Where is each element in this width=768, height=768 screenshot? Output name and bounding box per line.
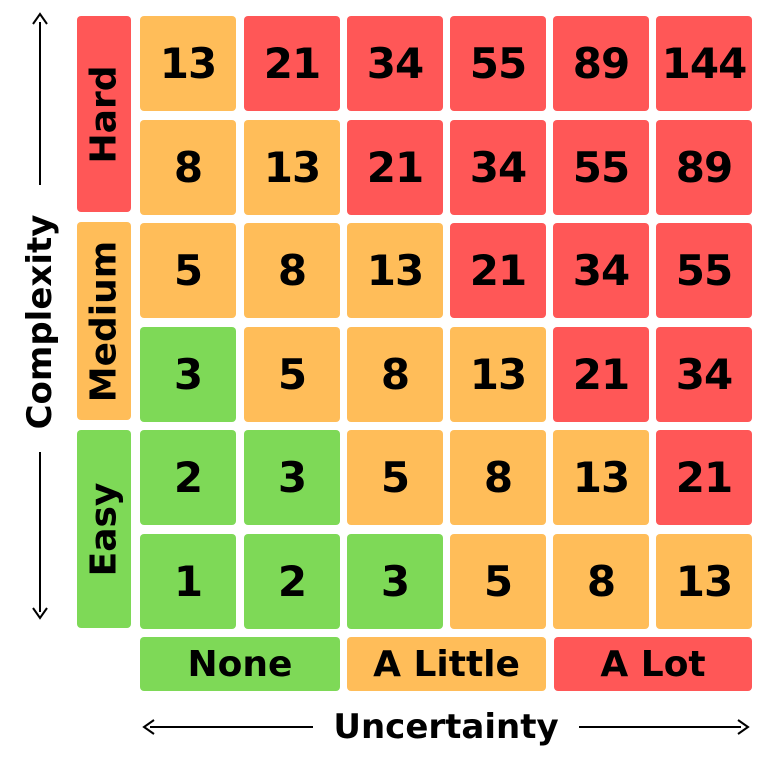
matrix-cell-value: 55 bbox=[469, 39, 527, 88]
matrix-cell: 55 bbox=[450, 16, 546, 111]
column-label-a-little: A Little bbox=[347, 637, 546, 691]
matrix-cell: 21 bbox=[656, 430, 752, 525]
x-axis-label: Uncertainty bbox=[333, 707, 559, 747]
matrix-cell: 13 bbox=[656, 534, 752, 629]
matrix-cell-value: 55 bbox=[675, 246, 733, 295]
column-label-a-little-text: A Little bbox=[373, 643, 520, 685]
matrix-cell-value: 21 bbox=[572, 350, 630, 399]
matrix-cell-value: 21 bbox=[263, 39, 321, 88]
x-axis-line-left bbox=[150, 726, 313, 728]
matrix-cell-value: 13 bbox=[263, 143, 321, 192]
matrix-cell-value: 8 bbox=[277, 246, 307, 295]
matrix-cell-value: 5 bbox=[380, 453, 410, 502]
matrix-cell-value: 89 bbox=[675, 143, 733, 192]
matrix-cell: 89 bbox=[656, 120, 752, 215]
matrix-cell: 3 bbox=[244, 430, 340, 525]
matrix-cell: 1 bbox=[140, 534, 236, 629]
matrix-cell: 34 bbox=[450, 120, 546, 215]
matrix-cell-value: 3 bbox=[380, 557, 410, 606]
matrix-cell: 13 bbox=[553, 430, 649, 525]
matrix-cell: 8 bbox=[450, 430, 546, 525]
matrix-cell-value: 13 bbox=[572, 453, 630, 502]
matrix-cell-value: 34 bbox=[572, 246, 630, 295]
matrix-cell-value: 8 bbox=[483, 453, 513, 502]
matrix-cell-value: 144 bbox=[661, 39, 748, 88]
y-axis-line-bottom bbox=[39, 452, 41, 612]
matrix-cell-value: 21 bbox=[366, 143, 424, 192]
row-label-medium: Medium bbox=[77, 222, 131, 420]
matrix-cell-value: 3 bbox=[173, 350, 203, 399]
matrix-cell: 144 bbox=[656, 16, 752, 111]
matrix-cell-value: 5 bbox=[483, 557, 513, 606]
matrix-cell: 8 bbox=[244, 223, 340, 318]
matrix-cell: 8 bbox=[553, 534, 649, 629]
matrix-cell-value: 21 bbox=[469, 246, 527, 295]
matrix-cell-value: 8 bbox=[586, 557, 616, 606]
matrix-cell-value: 2 bbox=[277, 557, 307, 606]
row-label-hard-text: Hard bbox=[83, 65, 125, 163]
column-label-a-lot: A Lot bbox=[554, 637, 752, 691]
row-label-medium-text: Medium bbox=[83, 240, 125, 402]
matrix-cell: 2 bbox=[140, 430, 236, 525]
matrix-cell: 8 bbox=[140, 120, 236, 215]
matrix-cell: 21 bbox=[450, 223, 546, 318]
matrix-cell: 34 bbox=[347, 16, 443, 111]
matrix-cell-value: 1 bbox=[173, 557, 203, 606]
matrix-cell: 13 bbox=[347, 223, 443, 318]
matrix-cell-value: 13 bbox=[366, 246, 424, 295]
matrix-cell-value: 13 bbox=[469, 350, 527, 399]
matrix-cell: 21 bbox=[347, 120, 443, 215]
matrix-cell-value: 5 bbox=[277, 350, 307, 399]
matrix-cell: 13 bbox=[244, 120, 340, 215]
down-arrow-icon bbox=[32, 607, 48, 620]
matrix-cell-value: 89 bbox=[572, 39, 630, 88]
matrix-cell-value: 34 bbox=[366, 39, 424, 88]
matrix-cell-value: 34 bbox=[675, 350, 733, 399]
matrix-cell: 34 bbox=[553, 223, 649, 318]
column-label-a-lot-text: A Lot bbox=[600, 643, 706, 685]
x-axis-line-right bbox=[579, 726, 741, 728]
row-label-easy: Easy bbox=[77, 430, 131, 628]
column-label-none: None bbox=[140, 637, 340, 691]
y-axis-line-top bbox=[39, 22, 41, 185]
right-arrow-icon bbox=[737, 719, 750, 735]
matrix-cell: 55 bbox=[656, 223, 752, 318]
matrix-cell-value: 8 bbox=[173, 143, 203, 192]
matrix-cell-value: 8 bbox=[380, 350, 410, 399]
matrix-cell-value: 5 bbox=[173, 246, 203, 295]
column-label-none-text: None bbox=[187, 643, 293, 685]
matrix-cell: 5 bbox=[450, 534, 546, 629]
matrix-cell: 2 bbox=[244, 534, 340, 629]
matrix-cell-value: 34 bbox=[469, 143, 527, 192]
matrix-cell: 5 bbox=[244, 327, 340, 422]
matrix-cell-value: 21 bbox=[675, 453, 733, 502]
matrix-cell: 55 bbox=[553, 120, 649, 215]
matrix-cell-value: 13 bbox=[159, 39, 217, 88]
matrix-cell: 13 bbox=[450, 327, 546, 422]
matrix-cell: 13 bbox=[140, 16, 236, 111]
matrix-cell: 8 bbox=[347, 327, 443, 422]
matrix-cell: 5 bbox=[140, 223, 236, 318]
matrix-cell: 5 bbox=[347, 430, 443, 525]
matrix-cell-value: 55 bbox=[572, 143, 630, 192]
matrix-cell-value: 13 bbox=[675, 557, 733, 606]
matrix-cell: 34 bbox=[656, 327, 752, 422]
up-arrow-icon bbox=[32, 12, 48, 25]
matrix-cell: 21 bbox=[553, 327, 649, 422]
matrix-cell-value: 2 bbox=[173, 453, 203, 502]
y-axis-label: Complexity bbox=[20, 214, 60, 430]
row-label-easy-text: Easy bbox=[83, 482, 125, 576]
matrix-cell: 21 bbox=[244, 16, 340, 111]
matrix-cell: 3 bbox=[347, 534, 443, 629]
matrix-cell: 89 bbox=[553, 16, 649, 111]
left-arrow-icon bbox=[142, 719, 155, 735]
matrix-cell: 3 bbox=[140, 327, 236, 422]
matrix-cell-value: 3 bbox=[277, 453, 307, 502]
row-label-hard: Hard bbox=[77, 16, 131, 212]
